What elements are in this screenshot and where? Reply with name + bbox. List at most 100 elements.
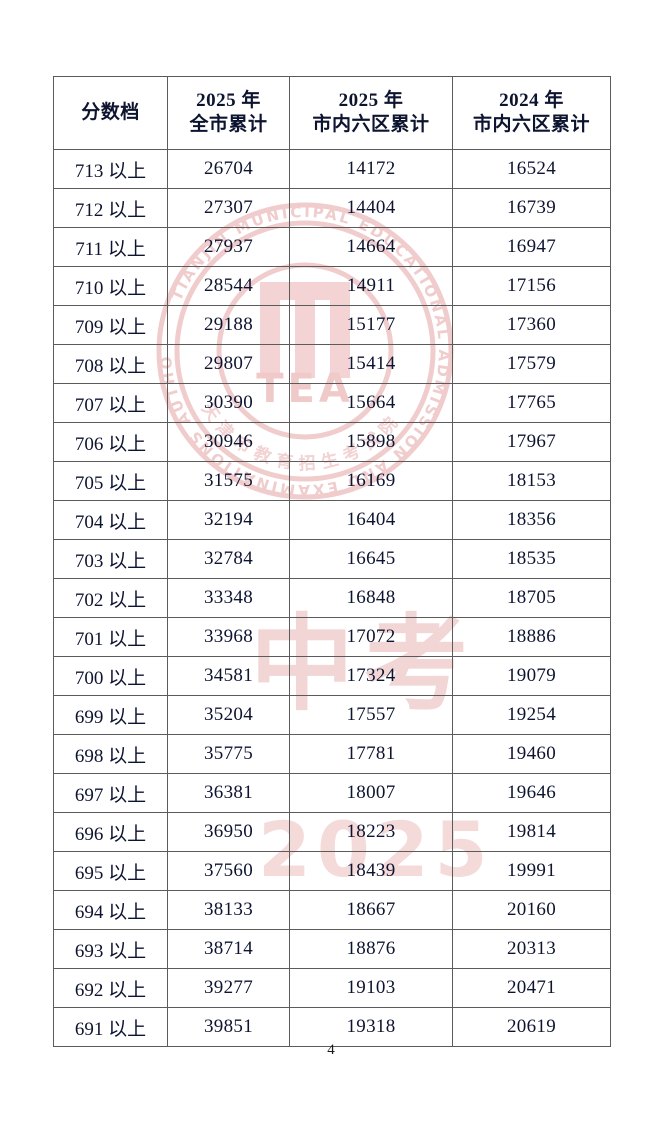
table-row: 695 以上 37560 18439 19991 bbox=[53, 851, 611, 891]
cell-2025-six-districts: 14404 bbox=[289, 188, 453, 228]
table-row: 691 以上 39851 19318 20619 bbox=[53, 1007, 611, 1047]
column-header-score-band: 分数档 bbox=[53, 76, 168, 150]
cell-2025-city-total: 38133 bbox=[167, 890, 290, 930]
table-row: 702 以上 33348 16848 18705 bbox=[53, 578, 611, 618]
cell-2025-six-districts: 14911 bbox=[289, 266, 453, 306]
cell-2024-six-districts: 19254 bbox=[452, 695, 611, 735]
cell-2025-six-districts: 17324 bbox=[289, 656, 453, 696]
header-line-2: 全市累计 bbox=[189, 114, 268, 135]
table-row: 700 以上 34581 17324 19079 bbox=[53, 656, 611, 696]
cell-score-band: 705 以上 bbox=[53, 461, 168, 501]
cell-score-band: 701 以上 bbox=[53, 617, 168, 657]
table-row: 707 以上 30390 15664 17765 bbox=[53, 383, 611, 423]
cell-score-band: 704 以上 bbox=[53, 500, 168, 540]
cell-2025-six-districts: 15664 bbox=[289, 383, 453, 423]
cell-2025-six-districts: 19103 bbox=[289, 968, 453, 1008]
cell-2025-city-total: 39277 bbox=[167, 968, 290, 1008]
cell-2024-six-districts: 17765 bbox=[452, 383, 611, 423]
cell-2025-six-districts: 19318 bbox=[289, 1007, 453, 1047]
table-row: 712 以上 27307 14404 16739 bbox=[53, 188, 611, 228]
cell-2025-six-districts: 15177 bbox=[289, 305, 453, 345]
table-row: 694 以上 38133 18667 20160 bbox=[53, 890, 611, 930]
cell-2024-six-districts: 16739 bbox=[452, 188, 611, 228]
cell-2025-six-districts: 16848 bbox=[289, 578, 453, 618]
table-row: 698 以上 35775 17781 19460 bbox=[53, 734, 611, 774]
cell-2025-six-districts: 17781 bbox=[289, 734, 453, 774]
cell-2024-six-districts: 19460 bbox=[452, 734, 611, 774]
table-row: 706 以上 30946 15898 17967 bbox=[53, 422, 611, 462]
cell-2025-six-districts: 18876 bbox=[289, 929, 453, 969]
cell-2024-six-districts: 20160 bbox=[452, 890, 611, 930]
table-row: 711 以上 27937 14664 16947 bbox=[53, 227, 611, 267]
cell-2025-city-total: 39851 bbox=[167, 1007, 290, 1047]
cell-2025-city-total: 30946 bbox=[167, 422, 290, 462]
header-row: 分数档 2025 年 全市累计 2025 年 市内六区累计 2024 年 市内六… bbox=[53, 76, 611, 150]
cell-2025-city-total: 30390 bbox=[167, 383, 290, 423]
cell-score-band: 697 以上 bbox=[53, 773, 168, 813]
cell-score-band: 700 以上 bbox=[53, 656, 168, 696]
cell-score-band: 709 以上 bbox=[53, 305, 168, 345]
table-body: 713 以上 26704 14172 16524 712 以上 27307 14404 167… bbox=[53, 149, 611, 1047]
header-line-2: 市内六区累计 bbox=[312, 114, 430, 135]
score-distribution-table-container: 分数档 2025 年 全市累计 2025 年 市内六区累计 2024 年 市内六… bbox=[53, 76, 611, 1047]
cell-2025-city-total: 35204 bbox=[167, 695, 290, 735]
cell-2024-six-districts: 20313 bbox=[452, 929, 611, 969]
cell-2025-city-total: 33348 bbox=[167, 578, 290, 618]
cell-2025-six-districts: 16645 bbox=[289, 539, 453, 579]
cell-2024-six-districts: 18153 bbox=[452, 461, 611, 501]
cell-2024-six-districts: 20471 bbox=[452, 968, 611, 1008]
cell-2025-city-total: 28544 bbox=[167, 266, 290, 306]
cell-2025-city-total: 31575 bbox=[167, 461, 290, 501]
cell-2024-six-districts: 17967 bbox=[452, 422, 611, 462]
header-line-1: 2024 年 bbox=[499, 89, 564, 111]
cell-score-band: 710 以上 bbox=[53, 266, 168, 306]
table-row: 699 以上 35204 17557 19254 bbox=[53, 695, 611, 735]
cell-score-band: 703 以上 bbox=[53, 539, 168, 579]
cell-2024-six-districts: 19814 bbox=[452, 812, 611, 852]
header-line-1: 2025 年 bbox=[338, 89, 404, 111]
cell-score-band: 693 以上 bbox=[53, 929, 168, 969]
cell-2024-six-districts: 17579 bbox=[452, 344, 611, 384]
cell-2025-city-total: 29807 bbox=[167, 344, 290, 384]
header-line-2: 市内六区累计 bbox=[472, 114, 590, 135]
cell-score-band: 712 以上 bbox=[53, 188, 168, 228]
cell-score-band: 698 以上 bbox=[53, 734, 168, 774]
table-row: 708 以上 29807 15414 17579 bbox=[53, 344, 611, 384]
cell-2024-six-districts: 18886 bbox=[452, 617, 611, 657]
table-row: 705 以上 31575 16169 18153 bbox=[53, 461, 611, 501]
cell-2024-six-districts: 18356 bbox=[452, 500, 611, 540]
cell-2025-six-districts: 14664 bbox=[289, 227, 453, 267]
table-row: 703 以上 32784 16645 18535 bbox=[53, 539, 611, 579]
cell-2025-six-districts: 15414 bbox=[289, 344, 453, 384]
cell-score-band: 702 以上 bbox=[53, 578, 168, 618]
cell-score-band: 692 以上 bbox=[53, 968, 168, 1008]
cell-score-band: 699 以上 bbox=[53, 695, 168, 735]
cell-score-band: 713 以上 bbox=[53, 149, 168, 189]
cell-2025-six-districts: 16169 bbox=[289, 461, 453, 501]
table-row: 713 以上 26704 14172 16524 bbox=[53, 149, 611, 189]
cell-2025-city-total: 38714 bbox=[167, 929, 290, 969]
cell-2024-six-districts: 20619 bbox=[452, 1007, 611, 1047]
cell-2025-city-total: 32194 bbox=[167, 500, 290, 540]
cell-2025-six-districts: 15898 bbox=[289, 422, 453, 462]
cell-2025-six-districts: 18439 bbox=[289, 851, 453, 891]
cell-score-band: 706 以上 bbox=[53, 422, 168, 462]
cell-2025-city-total: 32784 bbox=[167, 539, 290, 579]
table-row: 692 以上 39277 19103 20471 bbox=[53, 968, 611, 1008]
cell-2025-six-districts: 17072 bbox=[289, 617, 453, 657]
cell-score-band: 695 以上 bbox=[53, 851, 168, 891]
cell-2025-six-districts: 14172 bbox=[289, 149, 453, 189]
cell-2024-six-districts: 18535 bbox=[452, 539, 611, 579]
cell-2025-city-total: 34581 bbox=[167, 656, 290, 696]
table-header: 分数档 2025 年 全市累计 2025 年 市内六区累计 2024 年 市内六… bbox=[53, 76, 611, 150]
column-header-2025-city-total: 2025 年 全市累计 bbox=[167, 76, 290, 150]
cell-2025-six-districts: 17557 bbox=[289, 695, 453, 735]
cell-2025-city-total: 37560 bbox=[167, 851, 290, 891]
cell-2024-six-districts: 16524 bbox=[452, 149, 611, 189]
cell-score-band: 696 以上 bbox=[53, 812, 168, 852]
cell-2025-six-districts: 18007 bbox=[289, 773, 453, 813]
score-distribution-table: 分数档 2025 年 全市累计 2025 年 市内六区累计 2024 年 市内六… bbox=[53, 76, 611, 1047]
cell-score-band: 708 以上 bbox=[53, 344, 168, 384]
table-row: 701 以上 33968 17072 18886 bbox=[53, 617, 611, 657]
table-row: 710 以上 28544 14911 17156 bbox=[53, 266, 611, 306]
